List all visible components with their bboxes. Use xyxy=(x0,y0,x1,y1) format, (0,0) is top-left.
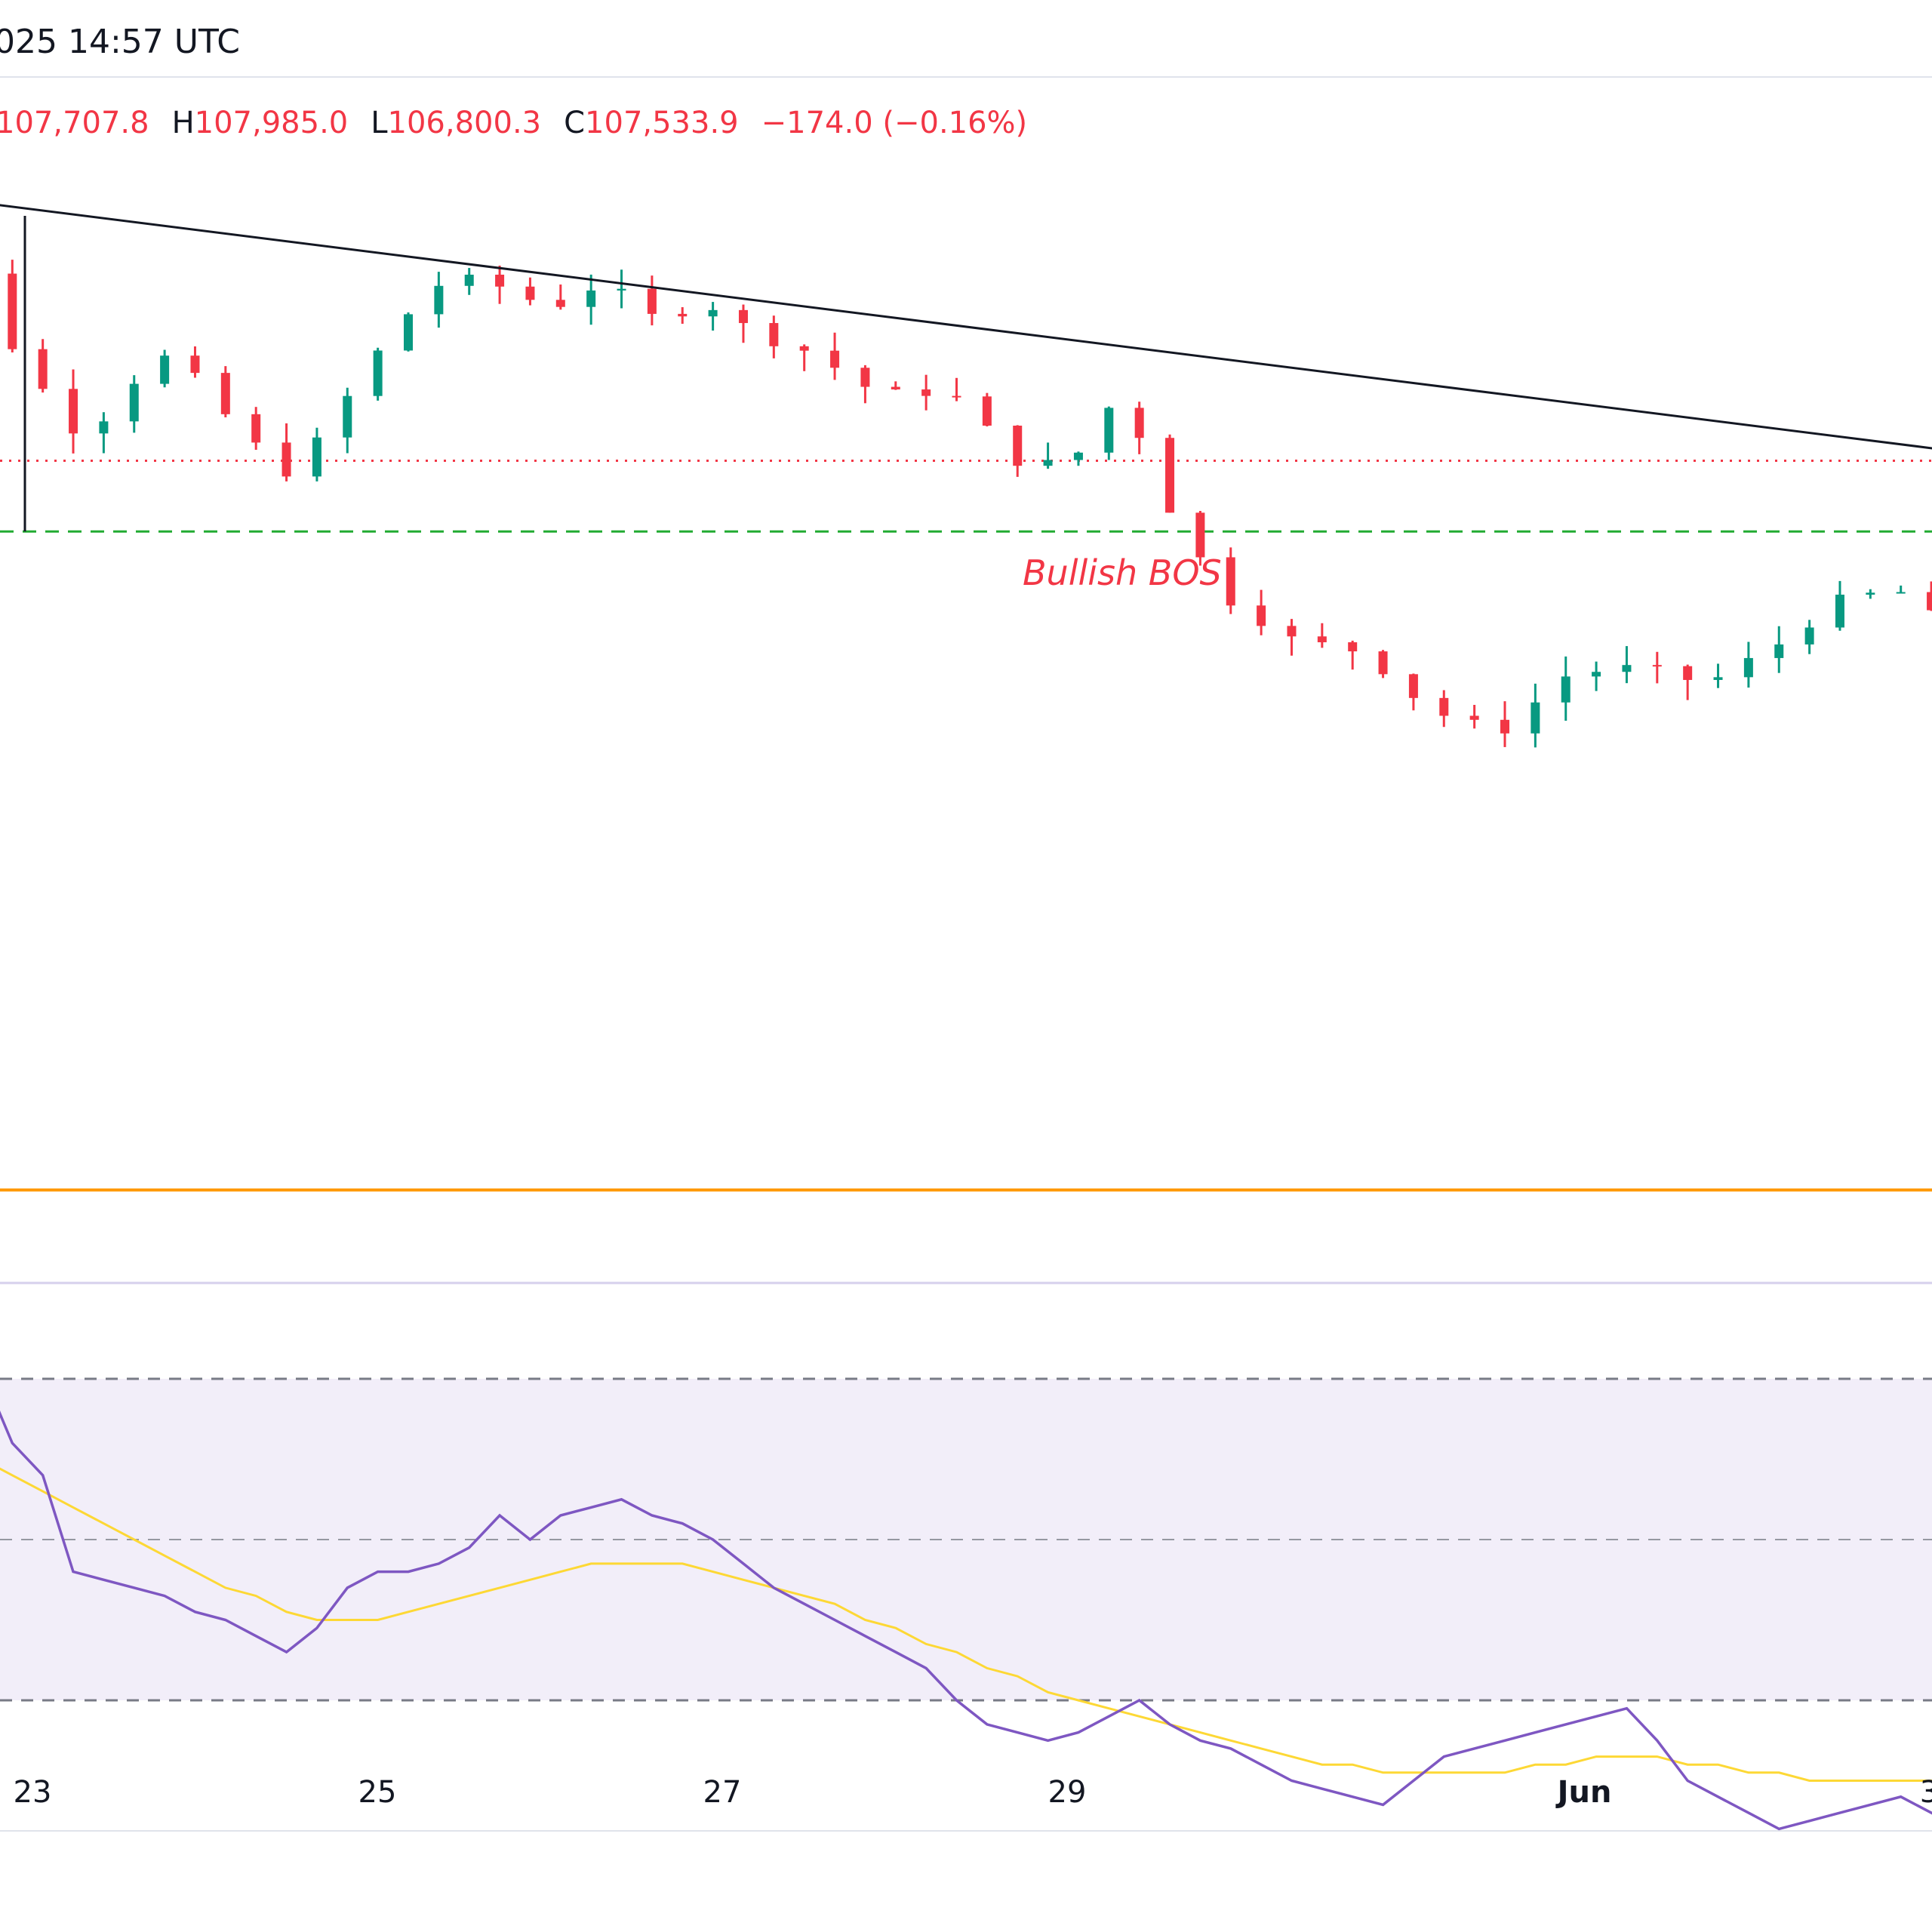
open-value: 107,707.8 xyxy=(0,106,149,140)
candle-body xyxy=(404,314,414,351)
rsi-band xyxy=(0,1379,1932,1700)
candle-body xyxy=(99,421,109,434)
candle-body xyxy=(860,368,870,387)
chart-datetime: 025 14:57 UTC xyxy=(0,23,240,61)
change-value: −174.0 (−0.16%) xyxy=(761,106,1028,140)
candle-body xyxy=(1927,592,1932,611)
candle-body xyxy=(555,300,565,307)
candle-body xyxy=(678,313,688,317)
candle-body xyxy=(1317,636,1327,643)
candle-body xyxy=(495,274,505,287)
candle-body xyxy=(617,288,626,291)
candle-body xyxy=(891,386,900,390)
candle-body xyxy=(1713,677,1723,680)
ohlc-legend: 107,707.8 H107,985.0 L106,800.3 C107,533.9−… xyxy=(0,106,1027,140)
x-tick-label: 27 xyxy=(703,1775,742,1810)
candle-body xyxy=(1652,665,1662,667)
low-key: L xyxy=(371,106,388,140)
candle-body xyxy=(343,395,352,438)
close-value: 107,533.9 xyxy=(585,106,739,140)
candle-body xyxy=(1408,674,1418,698)
candle-body xyxy=(525,286,535,300)
candle-body xyxy=(799,346,809,351)
rsi-ma-line xyxy=(0,1467,1932,1782)
candle-body xyxy=(69,389,78,434)
candle-body xyxy=(1013,425,1023,466)
candle-body xyxy=(1195,512,1205,558)
high-value: 107,985.0 xyxy=(194,106,349,140)
candle-body xyxy=(1500,719,1510,734)
candle-body xyxy=(464,274,474,286)
candle-body xyxy=(1683,666,1693,680)
x-tick-label: Jun xyxy=(1555,1775,1612,1810)
candle-body xyxy=(952,395,961,398)
candle-body xyxy=(1469,715,1479,720)
candle-body xyxy=(830,350,840,368)
candle-body xyxy=(1439,697,1449,716)
candle-body xyxy=(1561,676,1571,703)
candle-body xyxy=(1134,408,1144,438)
candle-body xyxy=(1804,627,1814,645)
candle-body xyxy=(1287,626,1297,637)
candle-body xyxy=(312,437,321,477)
candle-body xyxy=(1226,557,1235,606)
candle-body xyxy=(921,389,931,396)
candle-body xyxy=(38,349,48,389)
candle-body xyxy=(1257,605,1266,626)
candle-body xyxy=(769,323,779,346)
candle-body xyxy=(647,288,657,314)
candle-body xyxy=(160,355,170,384)
candle-body xyxy=(1531,702,1540,734)
candle-body xyxy=(1104,408,1114,453)
x-tick-label: 23 xyxy=(14,1775,52,1810)
bullish-bos-label: Bullish BOS xyxy=(1023,552,1222,593)
candle-body xyxy=(1743,657,1753,678)
candle-body xyxy=(738,309,748,324)
low-value: 106,800.3 xyxy=(387,106,542,140)
x-tick-label: 25 xyxy=(358,1775,397,1810)
candle-body xyxy=(1622,665,1632,672)
candle-body xyxy=(129,383,139,422)
candle-body xyxy=(220,373,230,414)
candle-body xyxy=(373,350,383,396)
candle-body xyxy=(434,285,444,315)
candle-body xyxy=(8,273,17,349)
candle-body xyxy=(982,396,992,426)
candle-body xyxy=(1073,452,1083,460)
candle-body xyxy=(1378,651,1388,675)
close-key: C xyxy=(564,106,586,140)
candle-body xyxy=(586,290,596,307)
candle-body xyxy=(1165,438,1175,513)
candle-body xyxy=(1592,672,1601,677)
candle-body xyxy=(1043,460,1053,466)
candle-body xyxy=(1866,592,1875,595)
rsi-line xyxy=(0,1411,1932,1831)
descending-trendline xyxy=(0,204,1932,450)
candle-body xyxy=(1774,644,1784,658)
x-tick-label: 29 xyxy=(1048,1775,1087,1810)
candle-body xyxy=(251,414,261,443)
candle-body xyxy=(1896,592,1906,594)
x-tick-label: 3 xyxy=(1920,1775,1932,1810)
high-key: H xyxy=(171,106,195,140)
candle-body xyxy=(281,442,291,477)
candle-body xyxy=(1835,594,1844,628)
candle-body xyxy=(708,309,718,317)
candle-body xyxy=(190,355,200,374)
candle-body xyxy=(1348,642,1358,652)
